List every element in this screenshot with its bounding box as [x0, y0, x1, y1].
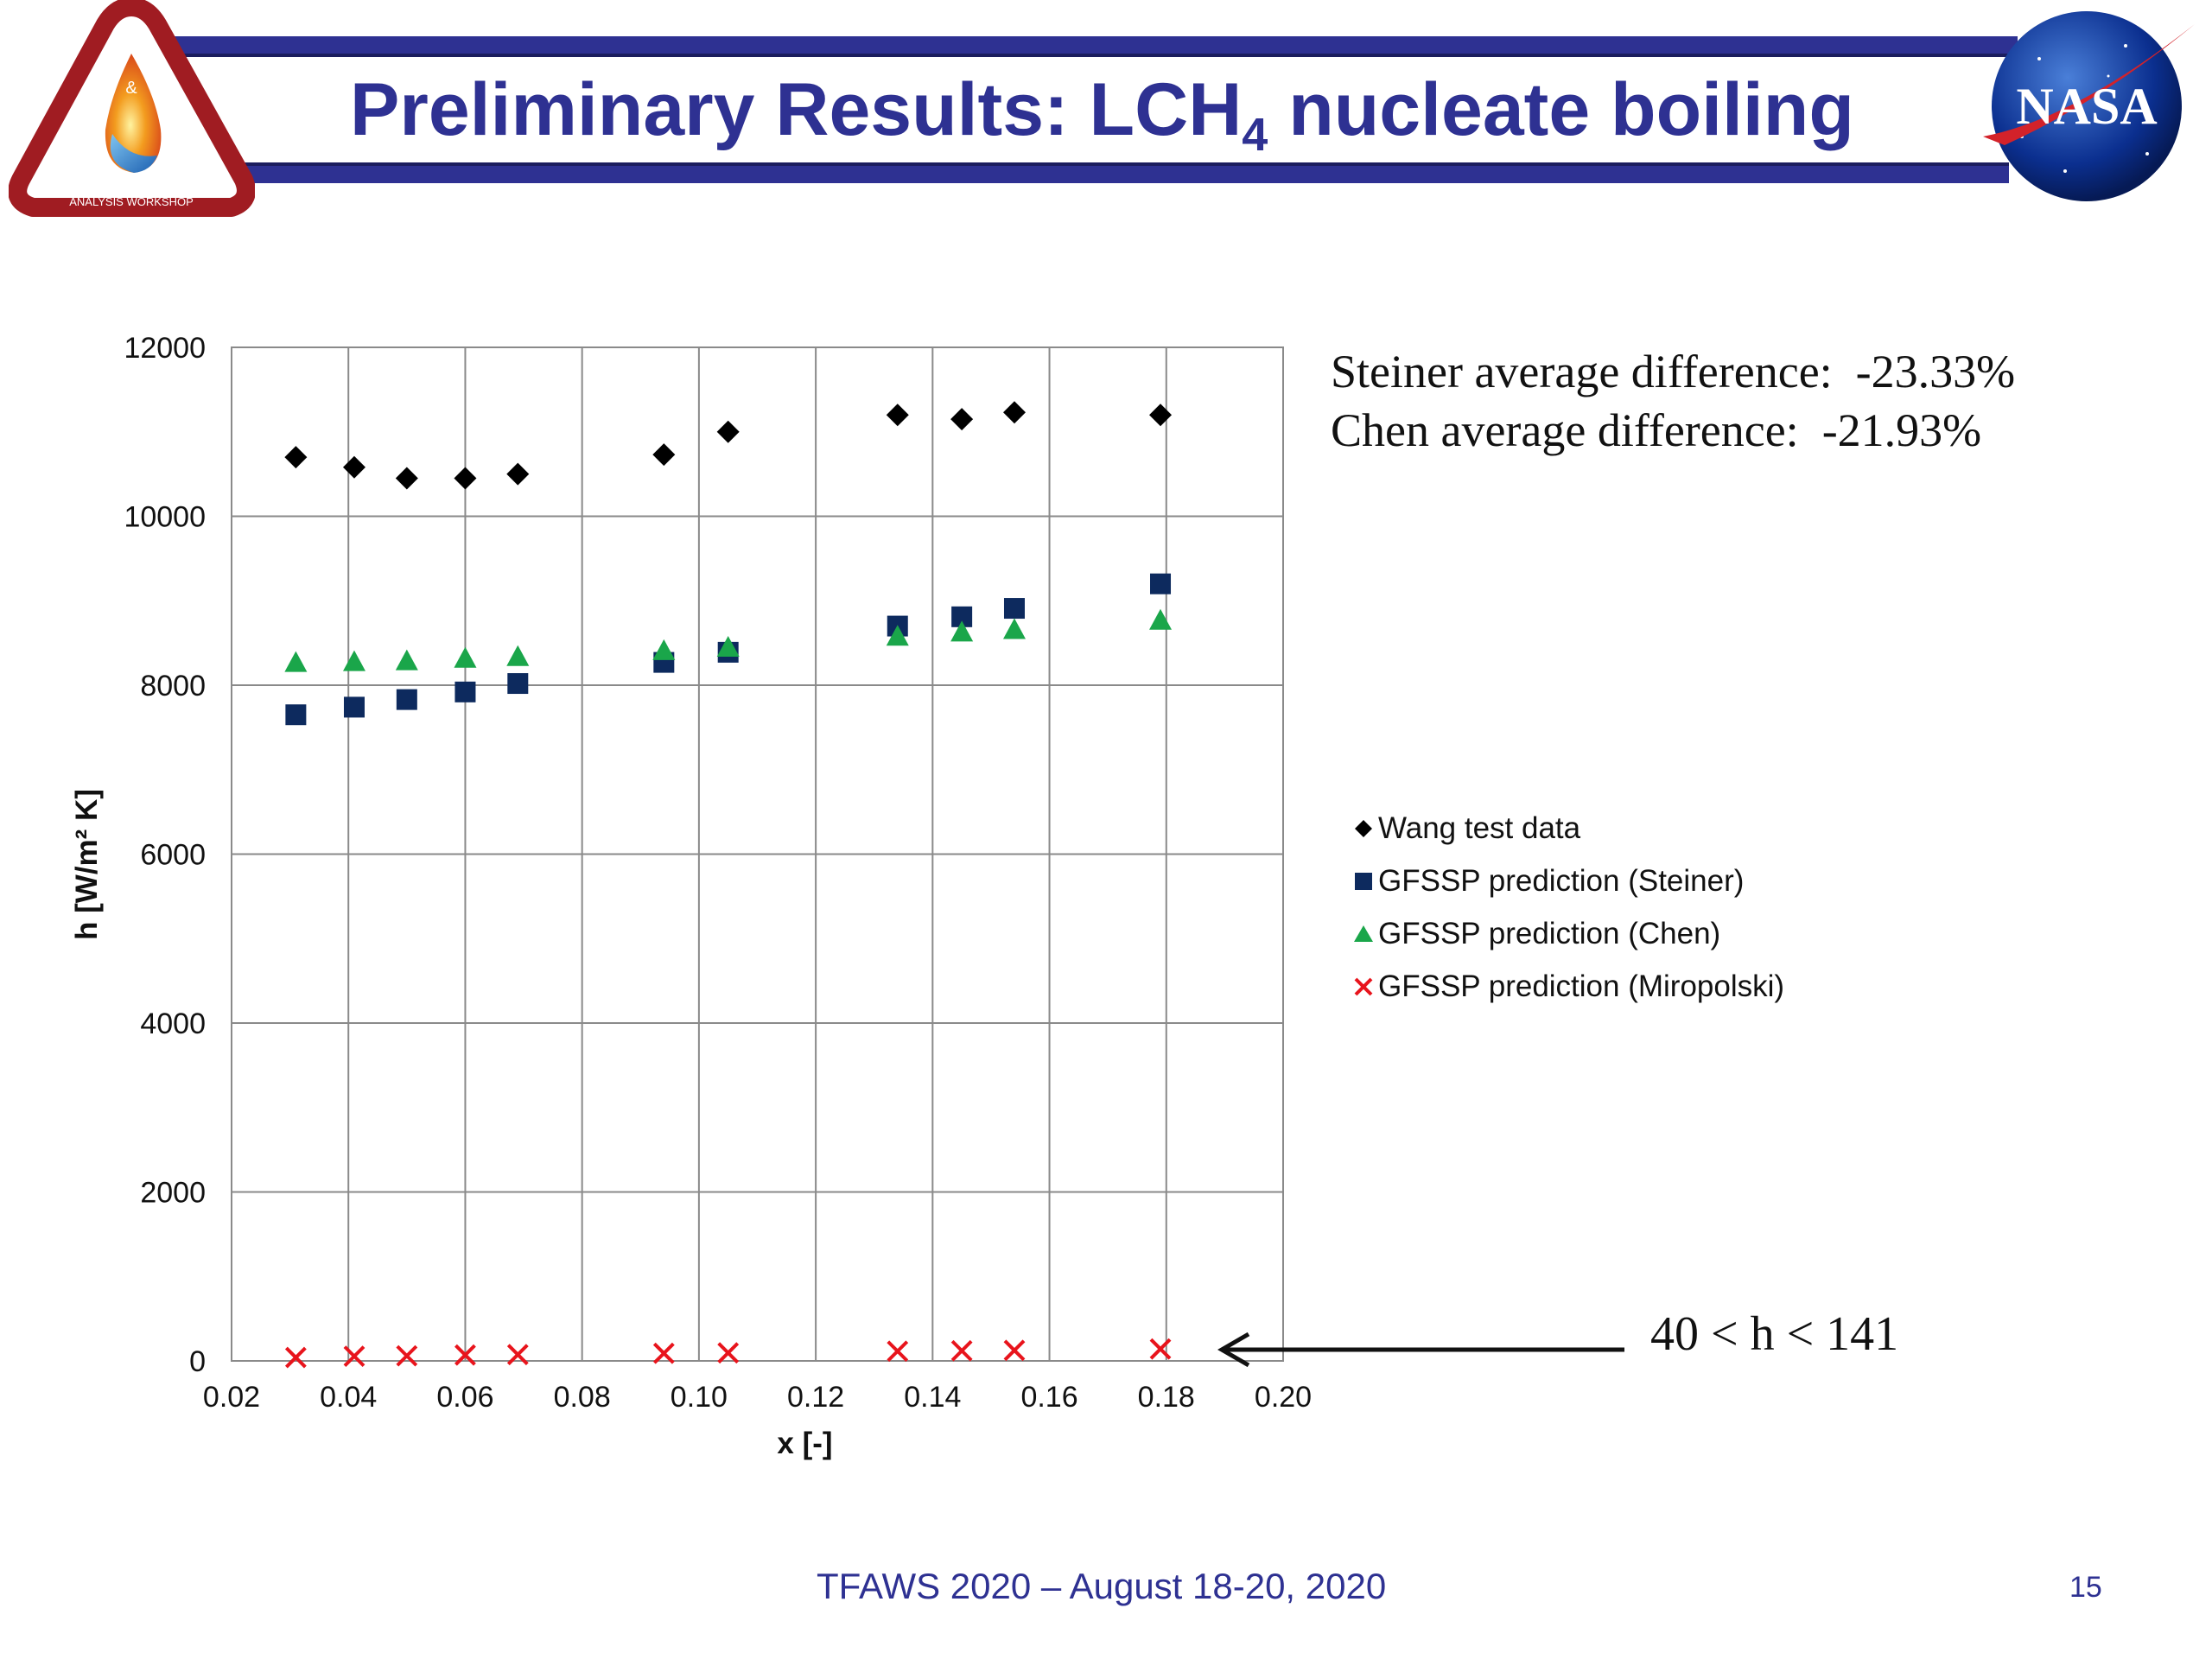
x-tick-label: 0.10: [671, 1381, 728, 1414]
x-mark-icon: [1354, 977, 1373, 995]
y-tick-label: 10000: [124, 501, 206, 534]
y-tick-label: 8000: [140, 670, 206, 702]
title-main: Preliminary Results: LCH: [350, 68, 1243, 151]
data-point-triangle: [506, 645, 530, 666]
data-point-x: [343, 1345, 365, 1368]
y-tick-label: 4000: [140, 1007, 206, 1040]
y-tick-label: 6000: [140, 839, 206, 872]
diamond-icon: [1355, 819, 1372, 837]
data-point-x: [506, 1344, 529, 1366]
data-point-diamond: [506, 462, 530, 486]
data-point-triangle: [1149, 608, 1173, 630]
y-tick-label: 0: [189, 1345, 206, 1378]
grid: [231, 346, 1284, 1362]
legend-label: GFSSP prediction (Miropolski): [1378, 969, 1785, 1003]
data-point-square: [285, 704, 307, 726]
data-point-square: [1003, 598, 1025, 620]
data-point-diamond: [284, 446, 308, 469]
header-bar-bottom-shadow: [177, 162, 2009, 166]
data-point-triangle: [950, 620, 974, 642]
y-tick-label: 12000: [124, 332, 206, 365]
scatter-chart: 0 2000 4000 6000 8000 10000 12000 0.02 0.04 0.06…: [70, 332, 1312, 1460]
data-point-triangle: [284, 651, 308, 672]
title-subscript: 4: [1242, 109, 1268, 161]
x-tick-label: 0.20: [1255, 1381, 1312, 1414]
legend-item-wang: Wang test data: [1352, 802, 1784, 855]
data-point-square: [507, 673, 529, 695]
y-tick-label: 2000: [140, 1177, 206, 1210]
page-number: 15: [2069, 1571, 2102, 1604]
legend-item-miropolski: GFSSP prediction (Miropolski): [1352, 960, 1784, 1013]
y-axis-ticks: 0 2000 4000 6000 8000 10000 12000: [124, 332, 206, 1378]
data-point-triangle: [886, 625, 909, 646]
range-annotation: 40 < h < 141: [1650, 1307, 1899, 1361]
header-bar-top-shadow: [160, 54, 2018, 57]
data-point-x: [887, 1340, 909, 1363]
legend-label: Wang test data: [1378, 810, 1581, 845]
x-tick-label: 0.02: [203, 1381, 260, 1414]
title-rest: nucleate boiling: [1268, 68, 1854, 151]
legend-item-chen: GFSSP prediction (Chen): [1352, 907, 1784, 960]
data-point-triangle: [652, 639, 676, 660]
footer-text: TFAWS 2020 – August 18-20, 2020: [817, 1566, 1387, 1606]
x-tick-label: 0.04: [320, 1381, 377, 1414]
legend-label: GFSSP prediction (Steiner): [1378, 863, 1745, 898]
x-tick-label: 0.12: [787, 1381, 844, 1414]
legend-item-steiner: GFSSP prediction (Steiner): [1352, 855, 1784, 907]
y-axis-label: h [W/m² K]: [70, 789, 104, 940]
data-point-x: [1149, 1338, 1172, 1360]
x-tick-label: 0.16: [1020, 1381, 1077, 1414]
slide-title: Preliminary Results: LCH4 nucleate boili…: [350, 67, 1854, 162]
data-point-triangle: [716, 635, 740, 657]
data-point-diamond: [342, 455, 365, 479]
data-point-diamond: [652, 443, 676, 467]
data-point-diamond: [950, 408, 974, 431]
x-tick-label: 0.08: [554, 1381, 611, 1414]
x-tick-label: 0.18: [1138, 1381, 1195, 1414]
data-point-x: [717, 1342, 740, 1364]
left-arrow-icon: [1217, 1332, 1624, 1368]
logo-bottom-text: ANALYSIS WORKSHOP: [69, 195, 194, 208]
data-point-diamond: [1002, 401, 1026, 424]
tfaws-logo: & THERMAL FLUIDS ANALYSIS WORKSHOP: [9, 0, 255, 217]
logo-ampersand: &: [125, 79, 137, 98]
stats-box: Steiner average difference: -23.33% Chen…: [1331, 342, 2015, 460]
nasa-wordmark: NASA: [2016, 78, 2157, 135]
x-tick-label: 0.06: [436, 1381, 493, 1414]
chart-legend: Wang test data GFSSP prediction (Steiner…: [1352, 802, 1784, 1013]
data-point-x: [1003, 1339, 1026, 1362]
data-point-triangle: [395, 649, 418, 671]
data-point-square: [396, 689, 417, 710]
legend-label: GFSSP prediction (Chen): [1378, 916, 1721, 950]
data-point-square: [1150, 573, 1172, 594]
data-point-square: [343, 696, 365, 718]
data-point-diamond: [1149, 404, 1173, 427]
x-tick-label: 0.14: [904, 1381, 961, 1414]
header-bar-top: [160, 36, 2018, 54]
data-point-x: [950, 1339, 973, 1362]
data-points: [284, 401, 1173, 1369]
steiner-average-difference: Steiner average difference: -23.33%: [1331, 346, 2016, 397]
square-icon: [1355, 872, 1372, 890]
nasa-logo: NASA: [1983, 11, 2195, 201]
x-axis-label: x [-]: [777, 1427, 832, 1460]
data-point-x: [396, 1344, 418, 1367]
data-point-diamond: [454, 467, 477, 490]
data-point-diamond: [395, 467, 418, 490]
x-axis-ticks: 0.02 0.04 0.06 0.08 0.10 0.12 0.14 0.16 0.18 0.20: [203, 1381, 1312, 1414]
triangle-icon: [1354, 925, 1373, 942]
header-bar-bottom: [177, 166, 2009, 183]
data-point-x: [284, 1346, 307, 1369]
data-point-diamond: [886, 404, 909, 427]
chen-average-difference: Chen average difference: -21.93%: [1331, 404, 1982, 456]
data-point-x: [454, 1344, 476, 1366]
data-point-triangle: [342, 650, 365, 671]
data-point-x: [652, 1342, 675, 1364]
plot-area: [231, 346, 1284, 1362]
data-point-triangle: [1002, 618, 1026, 639]
data-point-diamond: [716, 420, 740, 443]
data-point-triangle: [454, 646, 477, 668]
data-point-square: [454, 681, 476, 702]
